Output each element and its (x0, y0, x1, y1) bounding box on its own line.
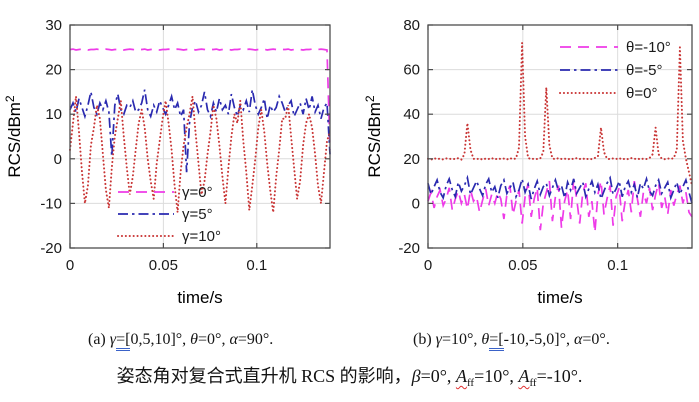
caption-b-values: -10,-5,0]°, (503, 331, 574, 348)
series-line-dotted (69, 96, 331, 213)
x-tick-label: 0.05 (508, 257, 537, 274)
legend-label: θ=-10° (626, 39, 671, 56)
caption-a-alpha-value: =90°. (237, 331, 274, 348)
series-line-dashed (427, 178, 693, 233)
x-tick-label: 0 (66, 257, 74, 274)
caption-a: (a) γ=[0,5,10]°, θ=0°, α=90°. (88, 331, 274, 351)
caption-a-alpha: α (229, 331, 238, 348)
y-tick-label: 20 (403, 151, 420, 168)
caption-b-prefix: (b) (413, 331, 436, 348)
caption-b-alpha-value: =0°. (582, 331, 610, 348)
chart-b: 0 0.05 0.1 -20 0 20 40 60 80 time/s RCS/dBm2 θ=-10°… (350, 0, 699, 325)
chart-a: 0 0.05 0.1 -20 -10 0 10 20 30 time/s RCS/dBm2 γ=0° γ… (0, 0, 350, 325)
legend-label: γ=0° (182, 184, 213, 201)
x-tick-label: 0.1 (607, 257, 628, 274)
y-tick-label: 20 (45, 62, 62, 79)
caption-a-theta: θ (190, 331, 199, 348)
x-tick-label: 0.1 (246, 257, 267, 274)
y-axis-label: RCS/dBm2 (3, 95, 24, 178)
main-caption-aff1-value: =10°, (474, 366, 519, 386)
caption-b-gamma: γ (435, 331, 442, 348)
caption-a-prefix: (a) (88, 331, 110, 348)
legend-label: γ=10° (182, 228, 221, 245)
main-caption-aff1: A (455, 366, 467, 386)
main-caption-aff2-value: =-10°. (536, 366, 583, 386)
caption-b-grammar-underline: =[ (489, 331, 504, 351)
main-caption-beta-value: =0°, (420, 366, 456, 386)
main-caption-aff1-spell-underline: Aff (455, 366, 475, 389)
y-tick-label: 10 (45, 106, 62, 123)
caption-b-theta: θ (481, 331, 490, 348)
caption-a-gamma: γ (109, 331, 117, 348)
caption-a-grammar-underline: =[ (116, 331, 131, 351)
y-tick-label: 40 (403, 106, 420, 123)
y-tick-label: -20 (40, 240, 62, 257)
plot-box (427, 24, 693, 249)
caption-b-alpha: α (574, 331, 583, 348)
legend-label: θ=-5° (626, 62, 662, 79)
x-axis-label: time/s (537, 288, 582, 307)
x-axis-label: time/s (177, 288, 222, 307)
left-chart-svg: 0 0.05 0.1 -20 -10 0 10 20 30 time/s RCS/dBm2 γ=0° γ… (3, 17, 331, 307)
main-caption-beta: β (411, 366, 421, 386)
y-tick-label: -20 (398, 240, 420, 257)
plot-box (69, 24, 331, 249)
x-tick-label: 0 (424, 257, 432, 274)
x-tick-label: 0.05 (149, 257, 178, 274)
main-caption-aff2: A (518, 366, 530, 386)
y-tick-label: 80 (403, 17, 420, 34)
series-line-dashed (69, 48, 331, 150)
right-chart-svg: 0 0.05 0.1-20020406080time/sRCS/dBm2θ=-10°… (363, 17, 693, 307)
legend-label: θ=0° (626, 85, 657, 102)
caption-b-gamma-value: =10°, (441, 331, 482, 348)
series-line-dashdot (69, 89, 331, 173)
legend-label: γ=5° (182, 206, 213, 223)
main-caption-aff2-subscript: ff (529, 377, 537, 389)
series-line-dashdot (427, 174, 693, 204)
y-tick-label: 30 (45, 17, 62, 34)
main-caption-aff2-spell-underline: Aff (518, 366, 537, 389)
main-caption-chinese: 姿态角对复合式直升机 RCS 的影响， (116, 366, 412, 386)
caption-b: (b) γ=10°, θ=[-10,-5,0]°, α=0°. (413, 331, 610, 351)
y-tick-label: -10 (40, 195, 62, 212)
y-tick-label: 60 (403, 62, 420, 79)
y-axis-label: RCS/dBm2 (363, 95, 384, 178)
main-caption: 姿态角对复合式直升机 RCS 的影响，β=0°, Aff=10°, Aff=-1… (0, 362, 699, 389)
caption-a-theta-value: =0°, (198, 331, 230, 348)
caption-a-values: 0,5,10]°, (130, 331, 191, 348)
y-tick-label: 0 (412, 195, 420, 212)
y-tick-label: 0 (54, 151, 62, 168)
main-caption-aff1-subscript: ff (466, 377, 475, 389)
